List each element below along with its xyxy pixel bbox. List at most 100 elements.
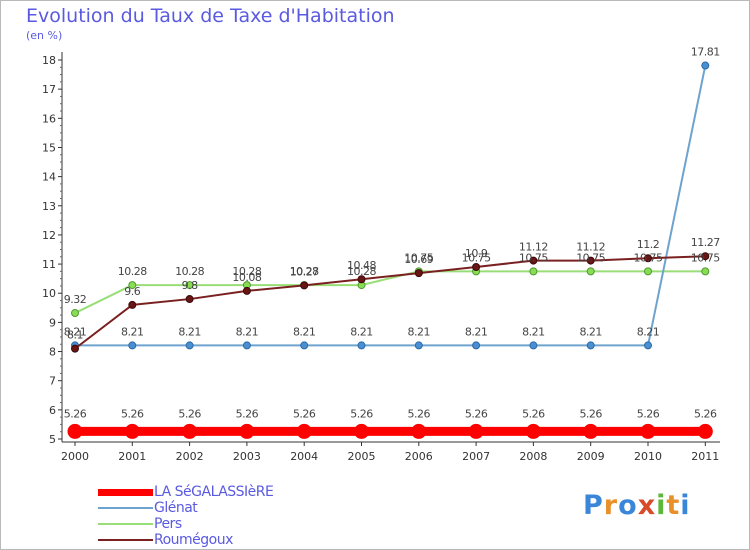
data-label: 10.28 [290,265,319,278]
proxiti-logo: Proxiti [583,490,691,521]
logo-letter: t [666,490,681,521]
data-label: 8.21 [121,325,144,338]
data-label: 5.26 [64,407,87,420]
y-tick-label: 9 [49,316,56,329]
data-label: 8.21 [236,325,259,338]
y-tick-label: 15 [42,141,56,154]
data-point [583,423,599,439]
data-label: 11.2 [637,238,660,251]
data-label: 10.75 [404,251,433,264]
x-tick-label: 2006 [405,450,433,463]
data-label: 11.27 [691,236,720,249]
y-tick-label: 10 [42,287,56,300]
data-point [357,341,366,350]
y-tick-label: 7 [49,375,56,388]
data-point [128,300,137,309]
y-tick-label: 6 [49,404,56,417]
x-tick-label: 2007 [462,450,490,463]
data-point [300,341,309,350]
data-point [529,256,538,265]
data-point [300,281,309,290]
data-point [472,262,481,271]
data-point [586,341,595,350]
data-label: 8.21 [408,325,431,338]
data-point [239,423,255,439]
data-label: 10.28 [175,265,204,278]
legend-label: Glénat [154,500,198,516]
data-point [644,254,652,263]
data-point [701,267,710,276]
y-tick-label: 5 [49,433,56,446]
x-tick-label: 2002 [176,450,204,463]
data-point [296,423,312,439]
data-label: 8.21 [178,325,201,338]
series-line-1 [75,65,707,347]
y-tick-label: 13 [42,200,56,213]
data-label: 10.28 [347,265,376,278]
data-point [185,281,194,290]
y-tick-label: 8 [49,346,56,359]
data-label: 5.26 [293,407,316,420]
data-label: 10.27 [290,265,319,278]
data-label: 5.26 [579,407,602,420]
data-point [414,341,423,350]
y-tick-label: 12 [42,229,56,242]
data-label: 10.28 [118,265,147,278]
data-point [242,286,251,295]
data-label: 11.12 [576,241,605,254]
legend-label: Pers [154,516,182,532]
data-label: 8.21 [64,325,87,338]
data-point [414,269,423,278]
data-label: 10.69 [404,253,433,266]
logo-letter: r [603,490,619,521]
chart-unit-label: (en %) [26,29,63,42]
data-point [182,423,198,439]
data-point [644,267,652,276]
data-label: 17.81 [691,46,720,59]
data-point [701,61,710,70]
data-label: 10.28 [232,265,261,278]
logo-letter: o [618,490,638,521]
data-point [586,256,595,265]
data-point [71,344,79,353]
x-tick-label: 2000 [61,450,89,463]
series-line-2 [74,270,706,314]
x-tick-label: 2011 [691,450,719,463]
x-tick-label: 2009 [577,450,605,463]
data-label: 8.21 [637,325,660,338]
data-label: 5.26 [465,407,488,420]
data-label: 5.26 [637,407,660,420]
legend-swatch [98,523,153,525]
logo-letter: P [583,490,604,521]
y-tick-label: 14 [42,171,56,184]
data-label: 10.75 [576,251,605,264]
data-point [468,423,484,439]
data-point [185,295,194,304]
data-point [640,423,656,439]
y-tick-label: 18 [42,54,56,67]
data-label: 10.08 [232,271,261,284]
legend-swatch [98,489,153,496]
data-label: 8.21 [465,325,488,338]
x-tick-label: 2005 [348,450,376,463]
data-point [128,341,137,350]
data-point [697,423,713,439]
data-point [124,423,140,439]
data-label: 5.26 [694,407,717,420]
logo-letter: i [656,490,667,521]
data-label: 8.21 [522,325,545,338]
chart-title: Evolution du Taux de Taxe d'Habitation [26,5,395,27]
data-point [185,341,194,350]
data-point [701,252,710,261]
data-point [586,267,595,276]
data-point [67,423,83,439]
x-tick-label: 2008 [519,450,547,463]
data-point [357,275,366,284]
data-label: 10.75 [462,251,491,264]
data-point [128,281,137,290]
y-tick-label: 16 [42,112,56,125]
y-tick-label: 11 [42,258,56,271]
logo-letter: x [637,490,657,521]
data-label: 5.26 [350,407,373,420]
